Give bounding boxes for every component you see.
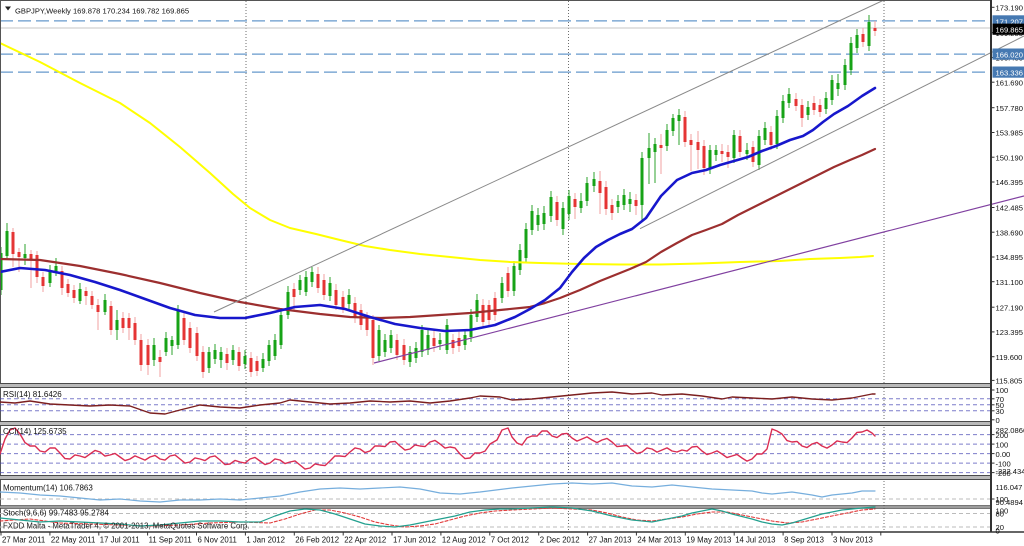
svg-text:0: 0 bbox=[996, 416, 1000, 425]
svg-text:27 Jan 2013: 27 Jan 2013 bbox=[589, 536, 632, 545]
svg-text:14 Jul 2013: 14 Jul 2013 bbox=[735, 536, 775, 545]
svg-text:171.207: 171.207 bbox=[996, 17, 1023, 26]
svg-text:17 Jun 2012: 17 Jun 2012 bbox=[393, 536, 436, 545]
svg-text:17 Jul 2011: 17 Jul 2011 bbox=[100, 536, 140, 545]
svg-text:Momentum(14) 106.7863: Momentum(14) 106.7863 bbox=[3, 484, 93, 493]
svg-text:115.805: 115.805 bbox=[996, 377, 1023, 386]
svg-text:3 Nov 2013: 3 Nov 2013 bbox=[833, 536, 873, 545]
svg-text:7 Oct 2012: 7 Oct 2012 bbox=[491, 536, 529, 545]
svg-text:8 Sep 2013: 8 Sep 2013 bbox=[784, 536, 824, 545]
svg-text:100: 100 bbox=[996, 495, 1009, 504]
svg-text:-200: -200 bbox=[996, 469, 1011, 478]
svg-text:153.985: 153.985 bbox=[996, 129, 1023, 138]
svg-text:6 Nov 2011: 6 Nov 2011 bbox=[198, 536, 237, 545]
svg-text:173.190: 173.190 bbox=[996, 4, 1023, 13]
svg-text:2 Dec 2012: 2 Dec 2012 bbox=[540, 536, 580, 545]
svg-text:22 Apr 2012: 22 Apr 2012 bbox=[344, 536, 386, 545]
svg-text:100: 100 bbox=[996, 507, 1009, 516]
svg-text:146.395: 146.395 bbox=[996, 178, 1023, 187]
svg-text:157.780: 157.780 bbox=[996, 104, 1023, 113]
svg-text:50: 50 bbox=[996, 401, 1004, 410]
svg-text:119.600: 119.600 bbox=[996, 353, 1023, 362]
svg-text:FXDD Malta - MetaTrader 4, ©: FXDD Malta - MetaTrader 4, © 2001-2013, … bbox=[3, 522, 249, 531]
svg-text:GBPJPY,Weekly 169.878 170.234: GBPJPY,Weekly 169.878 170.234 169.782 16… bbox=[15, 7, 189, 16]
svg-text:CCI(14) 125.6735: CCI(14) 125.6735 bbox=[3, 427, 67, 436]
svg-text:90.4894: 90.4894 bbox=[996, 498, 1023, 507]
svg-text:166.020: 166.020 bbox=[996, 51, 1023, 60]
svg-text:12 Aug 2012: 12 Aug 2012 bbox=[442, 536, 486, 545]
svg-text:27 Mar 2011: 27 Mar 2011 bbox=[2, 536, 45, 545]
svg-text:282.0866: 282.0866 bbox=[996, 426, 1024, 435]
svg-text:123.395: 123.395 bbox=[996, 328, 1023, 337]
svg-text:1 Jan 2012: 1 Jan 2012 bbox=[246, 536, 285, 545]
svg-text:131.100: 131.100 bbox=[996, 278, 1023, 287]
svg-text:11 Sep 2011: 11 Sep 2011 bbox=[149, 536, 192, 545]
svg-text:138.690: 138.690 bbox=[996, 228, 1023, 237]
svg-text:70: 70 bbox=[996, 395, 1004, 404]
svg-text:-100: -100 bbox=[996, 459, 1011, 468]
svg-text:161.690: 161.690 bbox=[996, 78, 1023, 87]
svg-text:30: 30 bbox=[996, 407, 1004, 416]
svg-text:26 Feb 2012: 26 Feb 2012 bbox=[295, 536, 339, 545]
svg-text:RSI(14) 81.6426: RSI(14) 81.6426 bbox=[3, 390, 62, 399]
svg-text:19 May 2013: 19 May 2013 bbox=[686, 536, 731, 545]
svg-text:24 Mar 2013: 24 Mar 2013 bbox=[637, 536, 681, 545]
svg-text:142.485: 142.485 bbox=[996, 204, 1023, 213]
svg-text:200: 200 bbox=[996, 431, 1009, 440]
svg-text:127.190: 127.190 bbox=[996, 303, 1023, 312]
svg-text:134.895: 134.895 bbox=[996, 253, 1023, 262]
svg-text:0.00: 0.00 bbox=[996, 450, 1011, 459]
svg-text:163.336: 163.336 bbox=[996, 69, 1023, 78]
svg-text:100: 100 bbox=[996, 386, 1009, 395]
svg-text:100: 100 bbox=[996, 440, 1009, 449]
svg-text:22 May 2011: 22 May 2011 bbox=[51, 536, 96, 545]
svg-text:80: 80 bbox=[996, 510, 1004, 519]
svg-text:Stoch(9,6,6) 99.7483 95.2784: Stoch(9,6,6) 99.7483 95.2784 bbox=[3, 509, 109, 518]
svg-text:150.190: 150.190 bbox=[996, 153, 1023, 162]
svg-text:116.047: 116.047 bbox=[996, 483, 1023, 492]
svg-text:20: 20 bbox=[996, 523, 1004, 532]
svg-text:169.865: 169.865 bbox=[996, 26, 1023, 35]
svg-text:0: 0 bbox=[996, 526, 1000, 535]
